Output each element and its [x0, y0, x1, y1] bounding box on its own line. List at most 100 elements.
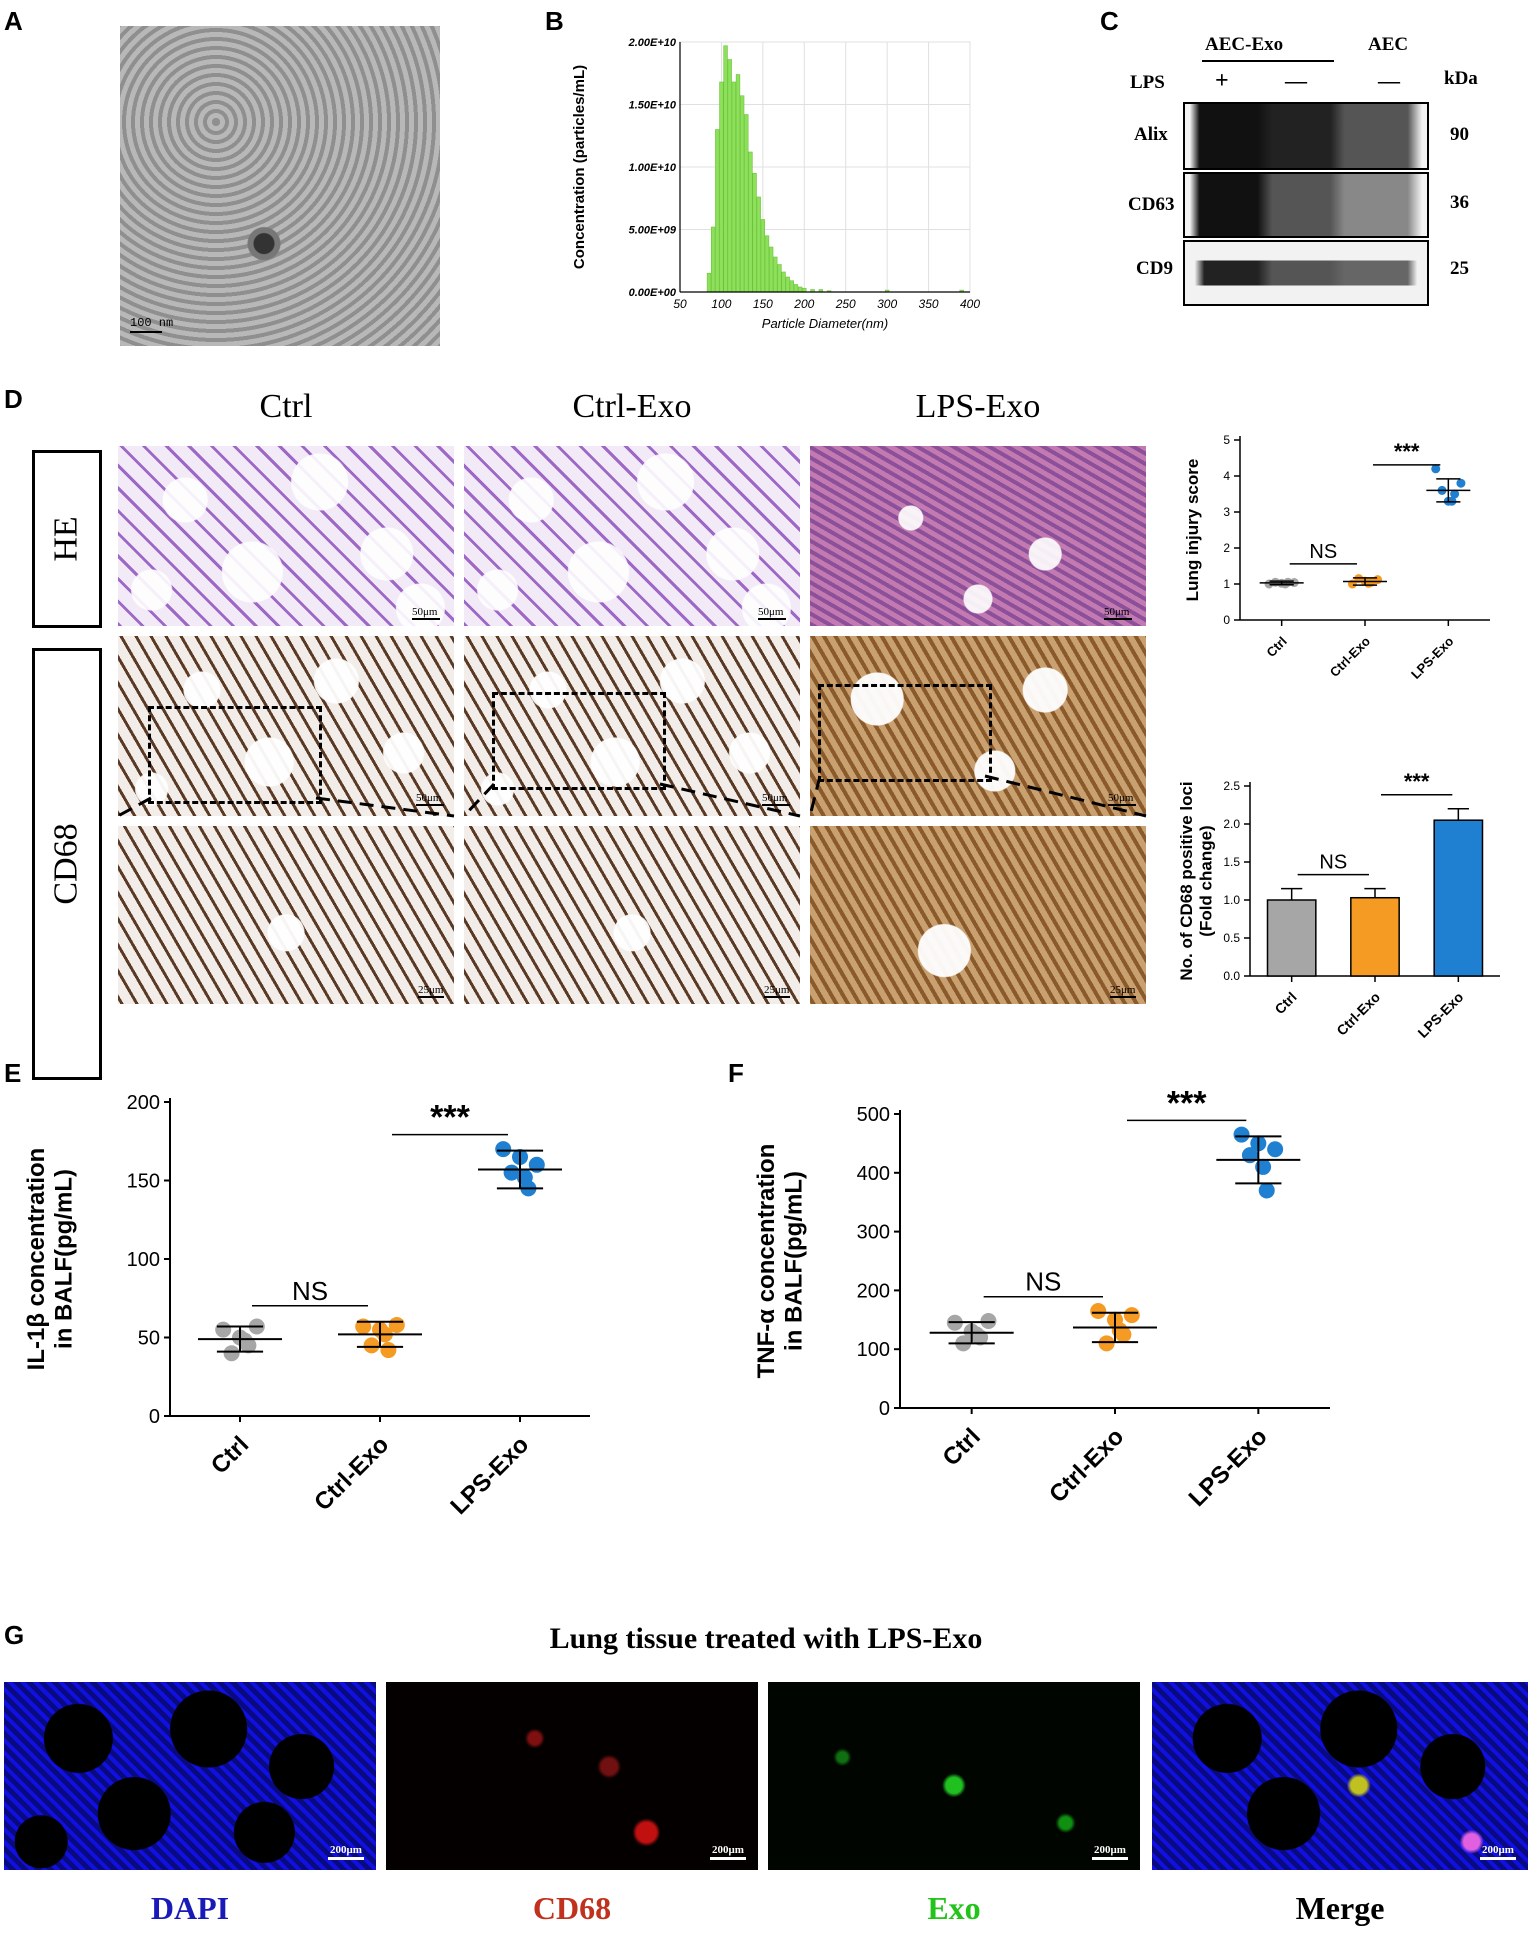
significance-stars: ***: [1404, 769, 1430, 794]
band-label-cd9: CD9: [1136, 258, 1173, 279]
western-lane-sign-2: —: [1285, 68, 1307, 93]
tem-scale-bar: 100 nm: [130, 316, 173, 333]
zoom-line-ctrl-left: [117, 796, 152, 818]
nta-xtick-label: 100: [711, 297, 731, 311]
y-axis-label: (Fold change): [1197, 825, 1216, 936]
cd68-scale-lps-exo: 50μm: [1108, 792, 1136, 806]
data-point-lps-exo: [1456, 478, 1466, 488]
cd68-image-ctrl-exo: 50μm: [464, 636, 800, 816]
nta-x-label: Particle Diameter(nm): [762, 316, 888, 331]
y-tick-label: 5: [1223, 433, 1230, 447]
tem-scale-label: 100 nm: [130, 316, 174, 330]
data-point-ctrl: [215, 1321, 232, 1338]
cd68-zoom-lps-exo: 25μm: [810, 826, 1146, 1004]
y-tick-label: 0: [1223, 613, 1230, 627]
fluor-image-merge: 200μm: [1152, 1682, 1528, 1870]
band-alix: [1183, 102, 1429, 170]
y-tick-label: 2: [1223, 541, 1230, 555]
western-lane-sign-1: +: [1215, 68, 1229, 94]
fluor-scale-merge: 200μm: [1480, 1844, 1516, 1860]
panel-label-a: A: [4, 6, 23, 36]
y-tick-label: 0: [149, 1406, 160, 1428]
y-tick-label: 2.0: [1223, 817, 1240, 831]
y-tick-label: 400: [857, 1163, 890, 1185]
x-tick-label-ctrl: Ctrl: [1263, 634, 1289, 660]
data-point-ctrl: [980, 1312, 997, 1329]
x-tick-label-ctrl-exo: Ctrl-Exo: [1333, 989, 1383, 1039]
cd68-zoom-scale-ctrl: 25μm: [418, 984, 444, 998]
panel-g-title: Lung tissue treated with LPS-Exo: [549, 1622, 983, 1655]
cd68-scale-ctrl-exo: 50μm: [762, 792, 790, 806]
panel-label-c: C: [1100, 6, 1119, 36]
significance-stars: ***: [1394, 439, 1420, 464]
data-point-ctrl-exo: [1123, 1307, 1140, 1324]
y-tick-label: 100: [127, 1249, 160, 1271]
y-tick-label: 50: [138, 1328, 160, 1350]
channel-label-dapi: DAPI: [150, 1890, 230, 1926]
nta-xtick-label: 300: [877, 297, 897, 311]
il1b-chart: 0 50 100 150 200 Ctrl Ctrl-Exo LPS-Exo IL-1β con…: [23, 1092, 590, 1520]
panel-label-d: D: [4, 384, 23, 414]
western-lane-sign-3: —: [1378, 68, 1400, 93]
cd68-zoom-ctrl-exo: 25μm: [464, 826, 800, 1004]
row-label-he: HE: [32, 450, 102, 628]
cd68-zoom-scale-ctrl-exo: 25μm: [764, 984, 790, 998]
y-tick-label: 0.0: [1223, 969, 1240, 983]
nta-ytick-label: 1.00E+10: [629, 162, 677, 174]
zoom-box-ctrl-exo: [492, 692, 666, 790]
he-image-lps-exo: 50μm: [810, 446, 1146, 626]
row-label-cd68: CD68: [32, 648, 102, 1080]
x-tick-label-ctrl: Ctrl: [206, 1431, 254, 1479]
fluor-scale-exo: 200μm: [1092, 1844, 1128, 1860]
panel-label-e: E: [4, 1058, 22, 1088]
y-tick-label: 0: [879, 1398, 890, 1420]
data-point-ctrl-exo: [380, 1342, 397, 1359]
column-label-ctrl: Ctrl: [259, 388, 313, 425]
panel-label-b: B: [545, 6, 564, 36]
x-tick-label-ctrl-exo: Ctrl-Exo: [309, 1431, 394, 1516]
y-tick-label: 200: [857, 1280, 890, 1302]
y-axis-label: in BALF(pg/mL): [781, 1171, 808, 1351]
y-tick-label: 150: [127, 1171, 160, 1193]
nta-y-label: Concentration (particles/mL): [571, 65, 588, 269]
fluor-image-cd68: 200μm: [386, 1682, 758, 1870]
panel-label-g: G: [4, 1620, 25, 1650]
data-point-lps-exo: [1431, 464, 1441, 474]
he-image-ctrl-exo: 50μm: [464, 446, 800, 626]
lung-injury-chart: 0 1 2 3 4 5 Ctrl Ctrl-Exo LPS-Exo Lung injury sco…: [1183, 433, 1490, 682]
cd68-image-lps-exo: 50μm: [810, 636, 1146, 816]
bar-lps-exo: [1433, 819, 1484, 977]
western-group-aec: AEC: [1368, 34, 1409, 55]
x-tick-label-lps-exo: LPS-Exo: [1184, 1423, 1273, 1512]
band-cd9: [1183, 240, 1429, 306]
x-tick-label-lps-exo: LPS-Exo: [1408, 633, 1456, 681]
data-point-lps-exo: [1450, 489, 1460, 499]
fluor-scale-cd68: 200μm: [710, 1844, 746, 1860]
y-axis-label: IL-1β concentration: [23, 1148, 50, 1371]
data-point-lps-exo: [1267, 1141, 1284, 1158]
significance-stars: ***: [1167, 1084, 1207, 1122]
he-scale-lps-exo: 50μm: [1104, 606, 1132, 620]
bar-ctrl-exo: [1350, 896, 1400, 977]
y-axis-label: TNF-α concentration: [753, 1144, 780, 1379]
tnfa-chart: 0 100 200 300 400 500 Ctrl Ctrl-Exo LPS-Exo TNF-α…: [753, 1084, 1330, 1512]
nta-chart: 0.00E+00 5.00E+09 1.00E+10 1.50E+10 2.00E+10…: [571, 37, 980, 331]
bar-ctrl: [1266, 899, 1317, 977]
cd68-zoom-ctrl: 25μm: [118, 826, 454, 1004]
y-tick-label: 100: [857, 1339, 890, 1361]
data-point-lps-exo: [1258, 1182, 1275, 1199]
western-lps-label: LPS: [1130, 72, 1165, 93]
band-cd63: [1183, 172, 1429, 238]
x-tick-label-lps-exo: LPS-Exo: [445, 1431, 534, 1520]
y-axis-label: Lung injury score: [1183, 459, 1202, 602]
he-scale-ctrl: 50μm: [412, 606, 440, 620]
y-tick-label: 2.5: [1223, 779, 1240, 793]
channel-label-merge: Merge: [1295, 1890, 1385, 1926]
data-point-ctrl-exo: [1373, 575, 1383, 585]
channel-label-cd68: CD68: [532, 1890, 612, 1926]
cd68-loci-chart: 0.0 0.5 1.0 1.5 2.0 2.5 Ctrl Ctrl-Exo LPS-Exo No.…: [1177, 769, 1500, 1041]
fluor-image-exo: 200μm: [768, 1682, 1140, 1870]
zoom-box-ctrl: [148, 706, 322, 804]
band-label-alix: Alix: [1134, 124, 1168, 145]
data-point-ctrl-exo: [1098, 1335, 1115, 1352]
